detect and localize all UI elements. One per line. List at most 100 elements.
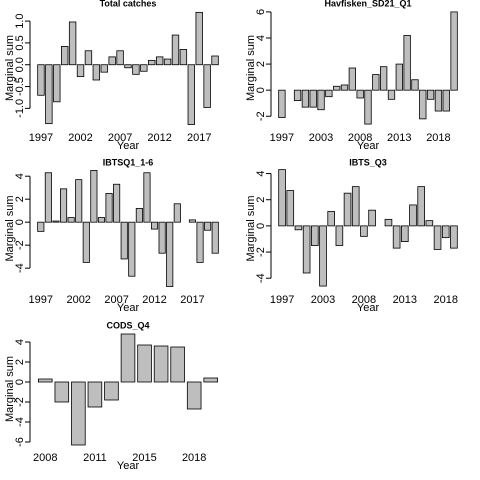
bar <box>163 58 172 66</box>
y-tick-label: -6 <box>14 437 26 447</box>
bar <box>441 225 450 239</box>
bar <box>450 225 458 249</box>
bar <box>71 381 86 446</box>
y-tick-label: 2 <box>255 197 267 203</box>
bar <box>116 50 124 66</box>
bar <box>137 344 152 383</box>
chart-title: IBTS_Q3 <box>349 157 387 167</box>
x-tick-label: 2017 <box>180 294 204 306</box>
bar <box>450 11 458 91</box>
chart-title: Havfisken_SD21_Q1 <box>324 0 411 8</box>
bar <box>67 217 75 223</box>
bar <box>351 186 360 227</box>
bar <box>108 56 116 66</box>
bar <box>53 64 61 103</box>
chart-title: Total catches <box>100 0 157 8</box>
x-tick-label: 2013 <box>393 294 417 306</box>
bar <box>333 85 341 91</box>
bar <box>380 66 388 91</box>
bar <box>442 89 450 112</box>
bar <box>278 169 286 227</box>
bar <box>140 64 148 72</box>
y-tick-label: 2 <box>14 359 26 365</box>
bar <box>384 218 393 227</box>
x-axis-label: Year <box>357 302 380 314</box>
bar <box>59 188 68 223</box>
bar <box>82 221 90 263</box>
x-axis-label: Year <box>117 460 140 472</box>
bar <box>97 217 106 223</box>
x-tick-label: 2013 <box>387 132 411 144</box>
bar <box>150 221 159 230</box>
bar <box>204 221 212 231</box>
bar <box>38 378 53 383</box>
bar <box>309 89 317 108</box>
bar <box>170 346 185 383</box>
x-tick-label: 2018 <box>182 452 206 464</box>
bar <box>203 377 218 383</box>
x-tick-label: 2012 <box>147 132 171 144</box>
bar <box>113 183 121 223</box>
bar <box>44 172 52 223</box>
bar <box>387 89 396 100</box>
bar <box>128 221 136 277</box>
bar <box>187 64 195 125</box>
bar <box>195 11 203 66</box>
y-tick-label: -2 <box>255 111 267 121</box>
y-tick-label: -4 <box>14 263 26 273</box>
x-tick-label: 2015 <box>132 452 156 464</box>
bar <box>392 225 401 249</box>
bar <box>368 209 376 227</box>
bar <box>433 225 442 250</box>
x-tick-label: 2008 <box>348 132 372 144</box>
bar <box>179 49 188 66</box>
y-tick-label: 2 <box>255 61 267 67</box>
y-tick-label: -2 <box>14 397 26 407</box>
bar <box>196 221 204 263</box>
bar <box>188 219 197 223</box>
bar <box>61 46 69 66</box>
bar <box>76 64 85 77</box>
y-tick-label: 4 <box>255 170 267 176</box>
x-tick-label: 2002 <box>68 132 92 144</box>
bar <box>211 55 219 66</box>
chart-title: CODS_Q4 <box>106 320 149 330</box>
bar <box>104 381 119 401</box>
bar <box>37 221 45 232</box>
bar <box>319 225 327 287</box>
x-tick-label: 2007 <box>104 294 128 306</box>
bar <box>286 190 295 227</box>
x-tick-label: 1997 <box>270 294 294 306</box>
y-tick-label: 0 <box>14 219 26 225</box>
bar <box>143 172 151 223</box>
x-axis-label: Year <box>117 140 140 152</box>
bar <box>343 192 352 227</box>
bar <box>92 64 101 81</box>
x-tick-label: 2008 <box>33 452 57 464</box>
bar <box>335 225 344 246</box>
y-tick-label: 4 <box>255 35 267 41</box>
y-tick-label: 4 <box>14 173 26 179</box>
bar <box>356 89 364 99</box>
y-axis-label: Marginal sum <box>4 195 16 261</box>
y-axis-label: Marginal sum <box>4 35 16 101</box>
x-tick-label: 2018 <box>426 132 450 144</box>
y-tick-label: -4 <box>255 273 267 283</box>
x-axis-label: Year <box>117 302 140 314</box>
bar <box>105 193 113 223</box>
bar <box>426 89 435 100</box>
bar <box>278 89 286 118</box>
bar <box>120 333 136 383</box>
x-tick-label: 2018 <box>433 294 457 306</box>
bar <box>409 204 417 227</box>
x-tick-label: 2003 <box>309 132 333 144</box>
bar <box>124 64 132 69</box>
y-tick-label: 0 <box>255 223 267 229</box>
bar <box>411 79 419 91</box>
bar <box>348 67 356 91</box>
y-tick-label: -2 <box>14 240 26 250</box>
bar <box>186 381 202 410</box>
bar <box>68 21 77 66</box>
bar <box>75 179 83 223</box>
